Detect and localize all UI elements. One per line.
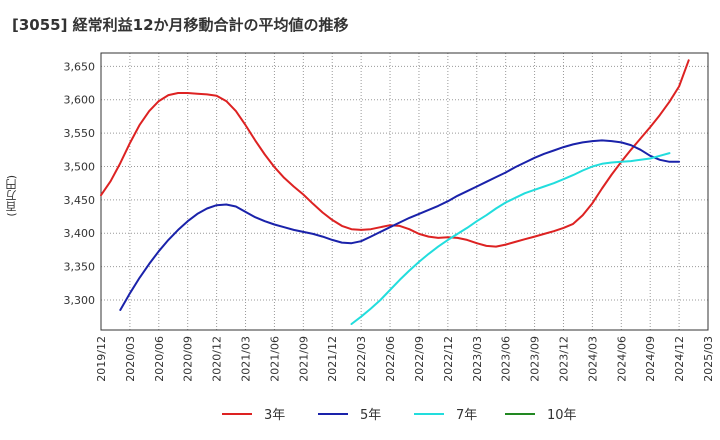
x-axis: 2019/12 2020/03 2020/06 2020/09 2020/12 2021/… <box>95 336 715 382</box>
x-tick-label: 2021/09 <box>297 336 310 382</box>
x-tick-label: 2022/06 <box>384 336 397 382</box>
y-tick-label: 3,400 <box>64 227 96 240</box>
x-tick-label: 2020/06 <box>153 336 166 382</box>
series-line-5年 <box>119 139 681 311</box>
x-tick-label: 2020/09 <box>182 336 195 382</box>
x-tick-label: 2020/12 <box>211 336 224 382</box>
x-tick-label: 2022/12 <box>442 336 455 382</box>
legend-label: 10年 <box>547 408 577 423</box>
x-tick-label: 2023/12 <box>557 336 570 382</box>
x-tick-label: 2022/03 <box>355 336 368 382</box>
x-tick-label: 2023/06 <box>500 336 513 382</box>
x-tick-label: 2024/09 <box>644 336 657 382</box>
x-tick-label: 2020/03 <box>124 336 137 382</box>
y-axis: 3,300 3,350 3,400 3,450 3,500 3,550 3,600 3,650 <box>64 60 96 307</box>
x-tick-label: 2022/09 <box>413 336 426 382</box>
x-tick-label: 2021/06 <box>268 336 281 382</box>
grid-lines <box>101 53 708 330</box>
x-tick-label: 2021/12 <box>326 336 339 382</box>
x-tick-label: 2019/12 <box>95 336 108 382</box>
x-tick-label: 2024/12 <box>673 336 686 382</box>
y-tick-label: 3,300 <box>64 294 96 307</box>
legend-label: 7年 <box>456 408 477 423</box>
legend: 3年 5年 7年 10年 <box>222 408 577 423</box>
legend-label: 3年 <box>264 408 285 423</box>
series-line-7年 <box>350 152 671 325</box>
x-tick-label: 2021/03 <box>240 336 253 382</box>
plot-area <box>100 52 709 331</box>
x-tick-label: 2023/03 <box>471 336 484 382</box>
y-tick-label: 3,350 <box>64 261 96 274</box>
chart-title: [3055] 経常利益12か月移動合計の平均値の推移 <box>12 16 349 34</box>
series-line-3年 <box>100 59 690 248</box>
x-tick-label: 2024/06 <box>615 336 628 382</box>
y-tick-label: 3,500 <box>64 160 96 173</box>
series-lines <box>100 59 690 325</box>
legend-label: 5年 <box>360 408 381 423</box>
y-tick-label: 3,600 <box>64 94 96 107</box>
y-tick-label: 3,650 <box>64 60 96 73</box>
y-tick-label: 3,450 <box>64 194 96 207</box>
x-tick-label: 2025/03 <box>702 336 715 382</box>
x-tick-label: 2024/03 <box>586 336 599 382</box>
y-tick-label: 3,550 <box>64 127 96 140</box>
x-tick-label: 2023/09 <box>529 336 542 382</box>
